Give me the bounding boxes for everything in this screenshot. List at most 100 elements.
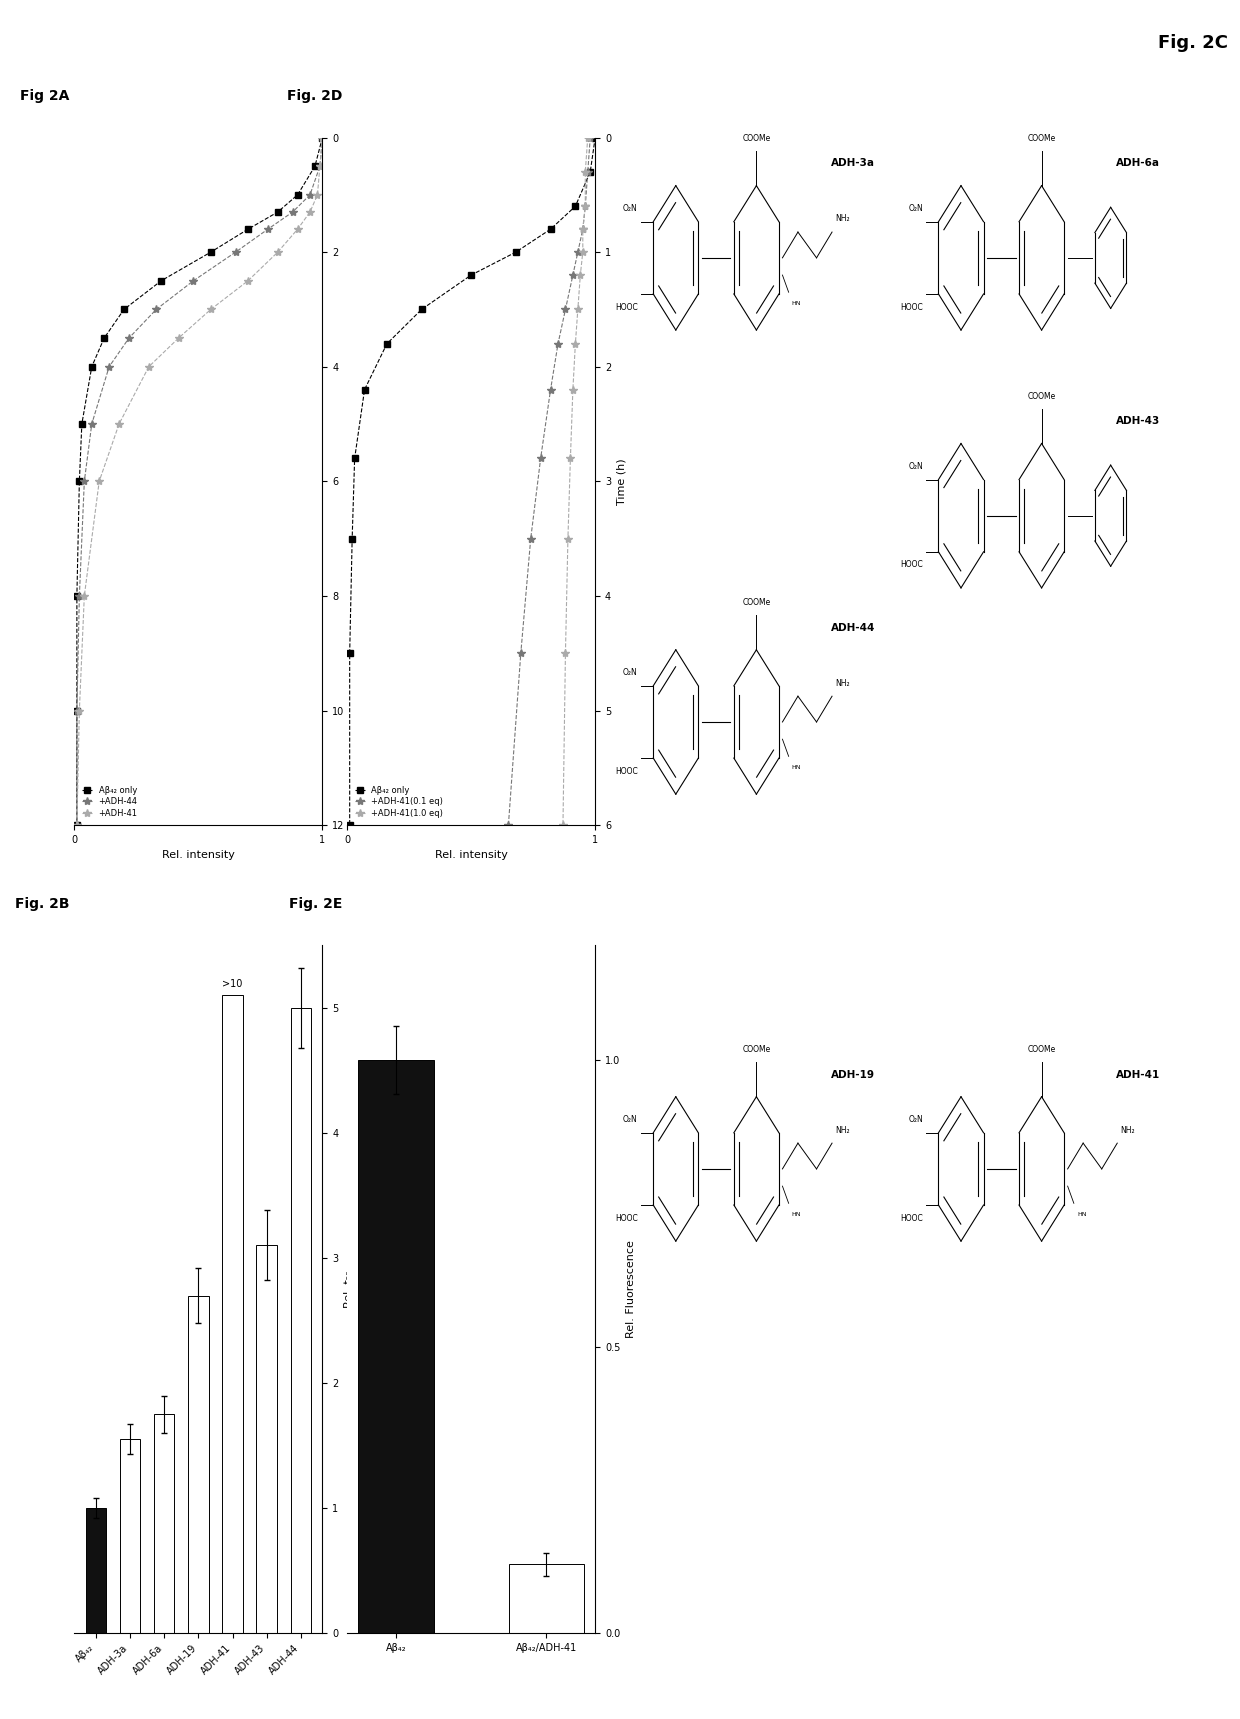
Aβ₄₂ only [379, 333, 394, 354]
Text: >10: >10 [222, 980, 243, 988]
+ADH-44 [315, 127, 330, 148]
Text: HOOC: HOOC [615, 767, 637, 775]
+ADH-41 [203, 299, 218, 320]
Text: Fig. 2D: Fig. 2D [286, 89, 342, 103]
Bar [120, 1439, 140, 1633]
Text: ADH-44: ADH-44 [831, 622, 875, 633]
+ADH-41 [241, 270, 255, 291]
Text: NH₂: NH₂ [836, 679, 849, 688]
+ADH-44 [84, 414, 99, 435]
+ADH-44 [149, 299, 164, 320]
Aβ₄₂ only [69, 700, 84, 720]
+ADH-41(1.0 eq) [568, 333, 583, 354]
+ADH-41 [77, 586, 92, 607]
Y-axis label: Time (h): Time (h) [616, 457, 626, 505]
+ADH-41(1.0 eq) [560, 528, 575, 548]
Text: Fig. 2B: Fig. 2B [15, 897, 69, 911]
Bar [188, 1296, 208, 1633]
Text: HN: HN [791, 1212, 801, 1217]
Aβ₄₂ only [69, 586, 84, 607]
+ADH-41(1.0 eq) [575, 218, 590, 239]
Text: NH₂: NH₂ [1121, 1126, 1135, 1135]
+ADH-41(1.0 eq) [573, 265, 588, 285]
Text: COOMe: COOMe [743, 1045, 770, 1054]
Bar [290, 1007, 311, 1633]
Y-axis label: Time (h): Time (h) [350, 457, 360, 505]
Line: +ADH-41(1.0 eq): +ADH-41(1.0 eq) [559, 134, 591, 829]
+ADH-41(1.0 eq) [570, 299, 585, 320]
+ADH-44 [312, 156, 327, 177]
+ADH-41(1.0 eq) [578, 162, 593, 182]
Text: ADH-19: ADH-19 [831, 1069, 874, 1080]
+ADH-41(0.1 eq) [501, 815, 516, 835]
Aβ₄₂ only [508, 242, 523, 263]
+ADH-41(0.1 eq) [578, 196, 593, 217]
Aβ₄₂ only [568, 196, 583, 217]
+ADH-44 [122, 328, 136, 349]
+ADH-41 [310, 184, 325, 205]
Text: COOMe: COOMe [1028, 134, 1055, 143]
Line: Aβ₄₂ only: Aβ₄₂ only [74, 134, 325, 829]
+ADH-41(1.0 eq) [558, 643, 573, 664]
Line: Aβ₄₂ only: Aβ₄₂ only [347, 134, 598, 829]
+ADH-41(1.0 eq) [565, 380, 580, 401]
Bar [154, 1415, 175, 1633]
Aβ₄₂ only [342, 643, 357, 664]
+ADH-44 [285, 201, 300, 222]
Aβ₄₂ only [414, 299, 429, 320]
Text: HOOC: HOOC [900, 560, 923, 569]
Text: NH₂: NH₂ [836, 1126, 849, 1135]
Text: HOOC: HOOC [900, 1214, 923, 1222]
X-axis label: Rel. intensity: Rel. intensity [435, 851, 507, 861]
Text: O₂N: O₂N [908, 1116, 923, 1124]
+ADH-41(0.1 eq) [533, 449, 548, 469]
+ADH-44 [228, 242, 243, 263]
Text: Fig. 2C: Fig. 2C [1158, 34, 1228, 52]
+ADH-44 [102, 356, 117, 376]
+ADH-44 [260, 218, 275, 239]
+ADH-41 [171, 328, 186, 349]
Aβ₄₂ only [308, 156, 322, 177]
Text: COOMe: COOMe [1028, 392, 1055, 401]
+ADH-41(1.0 eq) [580, 127, 595, 148]
Text: HN: HN [791, 765, 801, 770]
Text: O₂N: O₂N [908, 205, 923, 213]
Text: ADH-3a: ADH-3a [831, 158, 874, 168]
+ADH-41(0.1 eq) [558, 299, 573, 320]
Y-axis label: Rel. Fluorescence: Rel. Fluorescence [626, 1241, 636, 1337]
Aβ₄₂ only [117, 299, 131, 320]
Text: HN: HN [1076, 1212, 1086, 1217]
+ADH-41 [112, 414, 126, 435]
+ADH-41 [315, 127, 330, 148]
Aβ₄₂ only [241, 218, 255, 239]
Text: Fig 2A: Fig 2A [20, 89, 69, 103]
+ADH-41(0.1 eq) [523, 528, 538, 548]
Bar [86, 1508, 107, 1633]
+ADH-41(0.1 eq) [580, 162, 595, 182]
+ADH-41 [69, 815, 84, 835]
Aβ₄₂ only [97, 328, 112, 349]
Text: COOMe: COOMe [743, 598, 770, 607]
Aβ₄₂ only [69, 815, 84, 835]
Text: HOOC: HOOC [615, 303, 637, 311]
+ADH-41 [72, 700, 87, 720]
Line: +ADH-41: +ADH-41 [73, 134, 326, 829]
Text: ADH-43: ADH-43 [1116, 416, 1161, 426]
Text: Fig. 2E: Fig. 2E [289, 897, 342, 911]
Aβ₄₂ only [315, 127, 330, 148]
Aβ₄₂ only [154, 270, 169, 291]
+ADH-41(0.1 eq) [551, 333, 565, 354]
+ADH-41(0.1 eq) [565, 265, 580, 285]
Aβ₄₂ only [464, 265, 479, 285]
+ADH-41 [92, 471, 107, 492]
Aβ₄₂ only [72, 471, 87, 492]
+ADH-44 [69, 700, 84, 720]
Aβ₄₂ only [203, 242, 218, 263]
+ADH-41 [303, 201, 317, 222]
Text: HOOC: HOOC [615, 1214, 637, 1222]
+ADH-41(1.0 eq) [575, 242, 590, 263]
Text: O₂N: O₂N [908, 462, 923, 471]
+ADH-44 [72, 586, 87, 607]
Line: +ADH-41(0.1 eq): +ADH-41(0.1 eq) [505, 134, 594, 829]
+ADH-41 [141, 356, 156, 376]
